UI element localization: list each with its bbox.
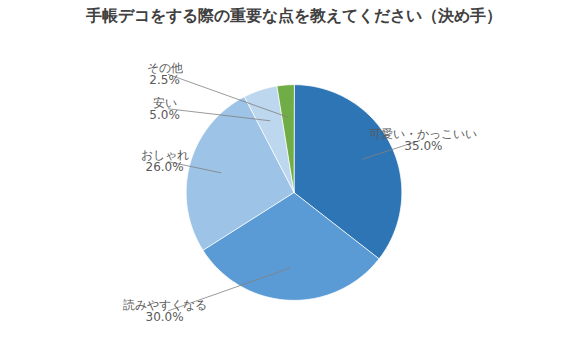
html-text:手帳デコをする際の重要な点を教えてください（決め手）: 手帳デコをする際の重要な点を教えてください（決め手） — [85, 6, 502, 25]
svg-text:安い5.0%: 安い5.0% — [149, 96, 180, 122]
svg-text:その他2.5%: その他2.5% — [147, 61, 183, 87]
svg-text:可愛い・かっこいい35.0%: 可愛い・かっこいい35.0% — [369, 127, 477, 153]
svg-text:読みやすくなる30.0%: 読みやすくなる30.0% — [123, 298, 207, 324]
svg-text:おしゃれ26.0%: おしゃれ26.0% — [141, 148, 189, 174]
